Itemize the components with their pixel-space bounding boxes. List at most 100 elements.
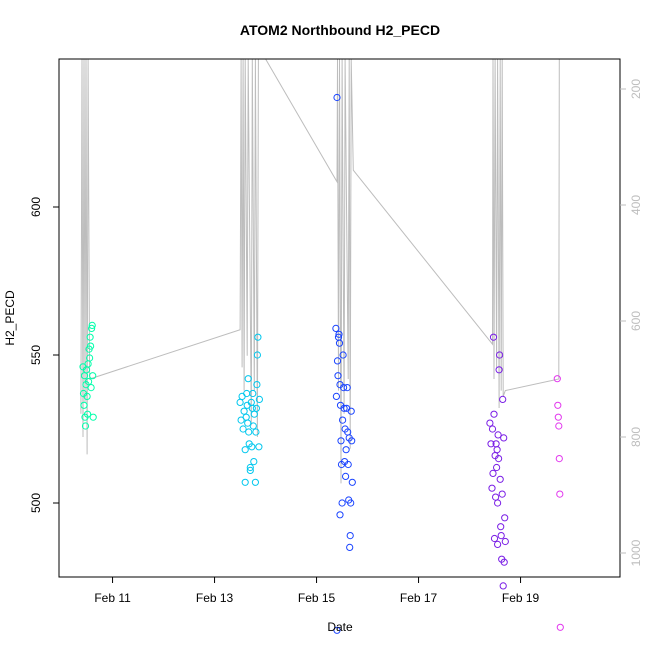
data-point xyxy=(489,469,497,477)
data-point xyxy=(80,401,88,409)
data-point xyxy=(251,478,259,486)
data-point xyxy=(493,463,501,472)
data-point xyxy=(242,413,250,421)
points-layer xyxy=(79,93,564,634)
x-tick-label: Feb 11 xyxy=(94,591,131,605)
y-tick-label: 500 xyxy=(29,493,43,513)
data-point xyxy=(84,360,92,368)
data-point xyxy=(501,537,509,546)
data-point xyxy=(496,351,504,359)
data-point xyxy=(255,443,263,451)
data-point xyxy=(488,425,497,433)
data-point xyxy=(249,422,257,430)
data-point xyxy=(88,321,96,329)
data-point xyxy=(494,540,502,549)
secondary-line xyxy=(80,58,560,484)
data-point xyxy=(81,422,90,430)
data-point xyxy=(495,366,503,374)
data-point xyxy=(246,466,254,474)
data-point xyxy=(246,463,254,472)
right-tick-label: 600 xyxy=(629,311,643,331)
data-point xyxy=(493,446,501,454)
data-point xyxy=(85,378,93,386)
data-point xyxy=(497,532,505,540)
data-point xyxy=(486,419,494,427)
data-point xyxy=(243,389,251,398)
data-point xyxy=(492,493,500,501)
y-tick-label: 600 xyxy=(29,197,43,217)
data-point xyxy=(83,392,91,400)
x-tick-label: Feb 17 xyxy=(400,591,438,605)
data-point xyxy=(245,428,253,436)
data-point xyxy=(254,333,262,341)
data-point xyxy=(348,478,356,486)
data-point xyxy=(249,389,257,398)
right-tick-label: 1000 xyxy=(629,539,643,566)
data-point xyxy=(253,381,261,389)
x-axis-label: Date xyxy=(327,620,353,634)
data-point xyxy=(240,407,248,415)
data-point xyxy=(342,472,350,480)
data-point xyxy=(332,324,340,332)
right-axis: 200 400 600 800 1000 xyxy=(620,79,643,566)
data-point xyxy=(490,534,499,543)
data-point xyxy=(335,330,343,338)
data-point xyxy=(348,437,356,445)
data-point xyxy=(553,375,561,383)
y-axis: 500 550 600 xyxy=(29,197,59,513)
data-point xyxy=(86,333,94,341)
x-tick-label: Feb 13 xyxy=(196,591,234,605)
data-point xyxy=(239,425,247,433)
x-tick-label: Feb 15 xyxy=(298,591,336,605)
data-point xyxy=(244,375,252,383)
secondary-line-layer xyxy=(80,58,560,484)
chart-title: ATOM2 Northbound H2_PECD xyxy=(240,22,440,38)
data-point xyxy=(334,372,342,380)
data-point xyxy=(343,384,351,392)
data-point xyxy=(555,422,563,430)
data-point xyxy=(554,413,562,421)
plot-frame xyxy=(58,58,621,578)
data-point xyxy=(333,626,341,634)
x-axis: Feb 11 Feb 13 Feb 15 Feb 17 Feb 19 xyxy=(94,577,540,605)
data-point xyxy=(244,419,252,427)
right-tick-label: 800 xyxy=(629,427,643,447)
data-point xyxy=(87,384,95,392)
data-point xyxy=(339,351,347,359)
data-point xyxy=(252,428,260,436)
data-point xyxy=(89,413,97,421)
data-point xyxy=(346,543,354,552)
data-point xyxy=(495,455,503,463)
data-point xyxy=(252,404,260,412)
data-point xyxy=(501,514,509,522)
data-point xyxy=(347,407,355,415)
data-point xyxy=(500,558,508,566)
data-point xyxy=(340,404,348,412)
data-point xyxy=(250,458,258,466)
data-point xyxy=(554,401,562,409)
data-point xyxy=(248,443,256,451)
data-point xyxy=(339,416,347,424)
right-tick-label: 400 xyxy=(629,195,643,215)
data-point xyxy=(238,392,246,400)
data-point xyxy=(556,623,564,631)
data-point xyxy=(250,410,258,418)
data-point xyxy=(494,499,502,507)
data-point xyxy=(340,384,348,392)
y-axis-label: H2_PECD xyxy=(3,290,17,346)
data-point xyxy=(337,437,345,445)
data-point xyxy=(333,357,342,365)
data-point xyxy=(338,499,346,507)
data-point xyxy=(494,431,502,439)
data-point xyxy=(496,475,504,483)
data-point xyxy=(336,511,344,519)
data-point xyxy=(332,392,340,400)
data-point xyxy=(87,342,95,350)
data-point xyxy=(241,446,249,454)
data-point xyxy=(86,354,94,362)
data-point xyxy=(499,395,507,403)
y-tick-label: 550 xyxy=(29,345,43,365)
data-point xyxy=(490,410,498,418)
data-point xyxy=(342,446,350,454)
data-point xyxy=(497,523,505,531)
